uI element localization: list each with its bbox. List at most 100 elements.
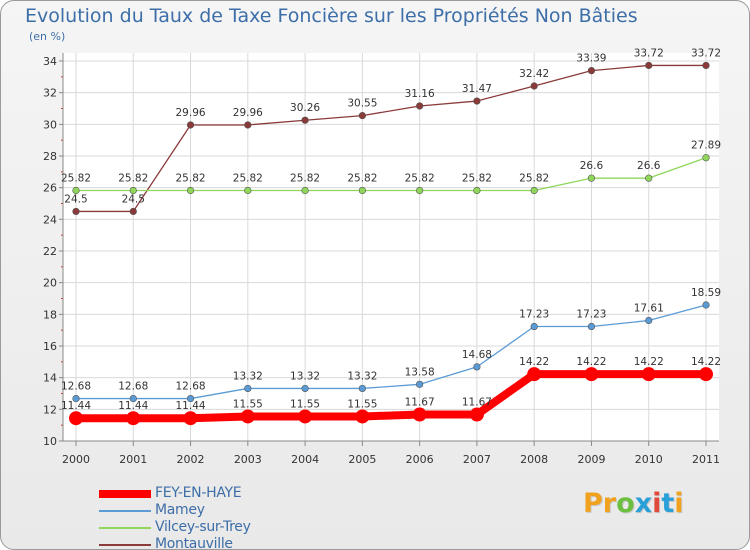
x-tick-label: 2010 [635, 453, 663, 466]
data-label: 30.55 [347, 98, 377, 110]
logo-letter: P [583, 488, 603, 519]
data-label: 11.67 [405, 397, 435, 409]
data-label: 11.44 [61, 400, 91, 412]
series-line-fey-en-haye [72, 370, 710, 423]
data-label: 24.5 [122, 193, 145, 205]
data-label: 14.68 [462, 349, 492, 361]
chart-title: Evolution du Taux de Taxe Foncière sur l… [25, 5, 638, 27]
data-point [240, 409, 255, 424]
data-point [244, 384, 252, 393]
legend-item-mamey: Mamey [99, 502, 319, 520]
data-point [416, 102, 424, 110]
x-tick-label: 2000 [62, 453, 90, 466]
legend-swatch [99, 510, 151, 512]
data-label: 13.58 [405, 366, 435, 378]
data-point [358, 112, 366, 120]
data-point [298, 409, 313, 424]
x-tick-label: 2008 [520, 453, 548, 466]
data-label: 25.82 [462, 173, 492, 185]
data-label: 11.44 [118, 400, 148, 412]
data-label: 27.89 [691, 140, 721, 152]
data-label: 29.96 [233, 107, 263, 119]
data-label: 26.6 [637, 160, 661, 172]
data-label: 31.16 [405, 88, 435, 100]
data-point [301, 116, 309, 124]
data-label: 13.32 [233, 370, 263, 382]
legend-item-montauville: Montauville [99, 536, 319, 550]
logo-letter: o [616, 488, 635, 519]
y-tick-label: 18 [43, 308, 57, 321]
data-label: 33.72 [634, 47, 664, 59]
legend: FEY-EN-HAYE Mamey Vilcey-sur-Trey Montau… [99, 485, 319, 550]
data-point [473, 186, 481, 195]
data-point [129, 394, 137, 403]
data-label: 11.55 [290, 398, 320, 410]
x-tick-label: 2005 [348, 453, 376, 466]
data-label: 25.82 [61, 173, 91, 185]
data-point [183, 411, 198, 426]
legend-swatch [99, 544, 151, 546]
data-label: 25.82 [519, 173, 549, 185]
data-point [186, 121, 195, 129]
series-line-vilcey-sur-trey [75, 157, 707, 192]
data-point [358, 384, 366, 393]
y-tick-label: 14 [43, 372, 57, 385]
x-tick-label: 2011 [692, 453, 720, 466]
data-label: 14.22 [634, 356, 664, 368]
unit-label: (en %) [29, 30, 66, 43]
data-label: 18.59 [691, 287, 721, 299]
y-tick-label: 28 [43, 150, 57, 163]
data-point [645, 316, 653, 325]
data-point [587, 174, 596, 182]
data-label: 33.39 [576, 53, 606, 65]
data-label: 17.23 [519, 309, 549, 321]
data-point [129, 207, 137, 216]
data-label: 32.42 [519, 68, 549, 80]
y-tick-label: 30 [43, 118, 57, 131]
y-tick-label: 10 [43, 435, 57, 448]
data-point [530, 322, 538, 331]
x-tick-label: 2004 [291, 453, 319, 466]
data-point [702, 61, 710, 70]
y-tick-label: 32 [43, 87, 57, 100]
data-point [645, 61, 653, 70]
data-label: 29.96 [176, 107, 206, 119]
data-point [244, 121, 252, 129]
data-point [412, 407, 427, 422]
logo-letter: r [602, 488, 617, 519]
data-label: 25.82 [290, 173, 320, 185]
legend-label: FEY-EN-HAYE [155, 485, 242, 501]
data-label: 14.22 [691, 356, 721, 368]
data-label: 14.22 [576, 356, 606, 368]
legend-item-fey-en-haye: FEY-EN-HAYE [99, 485, 319, 503]
data-label: 25.82 [347, 173, 377, 185]
data-point [126, 411, 141, 426]
logo-letter: x [634, 488, 653, 519]
data-point [416, 380, 424, 388]
legend-label: Vilcey-sur-Trey [155, 519, 251, 535]
data-label: 17.61 [634, 303, 664, 315]
data-point [244, 186, 252, 195]
legend-item-vilcey-sur-trey: Vilcey-sur-Trey [99, 519, 319, 537]
x-tick-label: 2003 [234, 453, 262, 466]
x-tick-label: 2009 [577, 453, 605, 466]
x-tick-label: 2001 [119, 453, 147, 466]
data-label: 33.72 [691, 47, 721, 59]
legend-label: Mamey [155, 502, 205, 518]
data-label: 12.68 [176, 381, 206, 393]
data-label: 11.55 [233, 398, 263, 410]
data-label: 31.47 [462, 83, 492, 95]
data-point [301, 384, 309, 393]
data-label: 12.68 [61, 381, 91, 393]
data-label: 11.67 [462, 397, 492, 409]
data-label: 24.5 [64, 193, 87, 205]
data-label: 25.82 [176, 173, 206, 185]
y-tick-label: 16 [43, 340, 57, 353]
series-line-montauville [75, 64, 707, 213]
data-label: 11.44 [176, 400, 206, 412]
legend-label: Montauville [155, 536, 233, 550]
legend-swatch [99, 527, 151, 529]
data-point [72, 207, 80, 216]
